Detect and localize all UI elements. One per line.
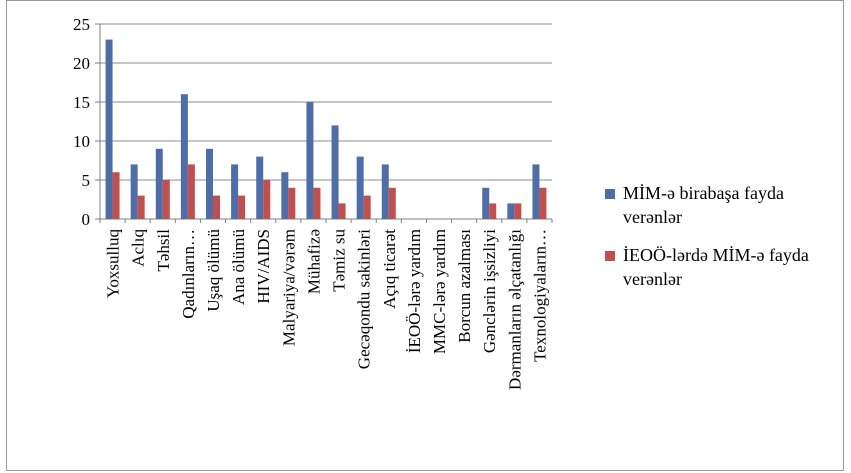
bar-series-2 [112,172,120,219]
bar-series-1 [105,39,113,219]
x-tick-label: Borcun azalması [455,229,474,343]
y-tick-label: 0 [82,210,91,229]
chart-frame: 0 5 10 15 20 25 Yoxsulluq Aclıq Təhsil Qadınların… [6,0,844,471]
bar-series-1 [256,156,264,219]
x-tick-label: HIV/AIDS [254,229,273,304]
bar-series-2 [213,195,220,219]
bar-series-1 [482,187,490,219]
x-tick-label: Dərmanların əlçatanlığı [505,229,524,390]
legend-item-series-2: İEOÖ-lərdə MİM-ə fayda verənlər [605,243,845,291]
bar-series-1 [155,148,163,219]
bar-series-2 [238,195,246,219]
legend-label-series-2: İEOÖ-lərdə MİM-ə fayda verənlər [623,245,809,289]
bar-series-2 [489,203,497,219]
legend-label-series-1: MİM-ə birabaşa fayda verənlər [623,183,784,227]
x-tick-label: Açıq ticarət [380,229,399,309]
x-tick-label: Gənclərin işsizliyi [480,229,499,353]
bar-series-1 [130,164,138,219]
x-tick-label: Təhsil [154,229,173,272]
bar-series-2 [338,203,346,219]
x-tick-label: Malyariya/vərəm [279,229,298,346]
legend-swatch-series-1 [605,189,615,199]
chart-legend: MİM-ə birabaşa fayda verənlər İEOÖ-lərdə… [605,181,845,305]
y-tick-label: 5 [82,171,91,190]
bar-series-1 [281,172,289,219]
bar-series-2 [514,203,522,219]
legend-swatch-series-2 [605,251,615,261]
x-tick-label: Texnologiyaların… [530,229,549,362]
bar-series-2 [288,187,296,219]
bar-series-1 [507,203,515,219]
x-tick-label: Təmiz su [330,229,349,292]
bar-series-2 [162,180,170,219]
bar-series-2 [187,164,195,219]
x-tick-label: İEOÖ-lərə yardım [405,229,424,353]
x-tick-label: Aclıq [129,229,148,267]
x-tick-label: Mühafizə [304,229,323,294]
y-tick-label: 25 [73,15,90,34]
bar-series-1 [306,102,314,219]
bar-series-2 [388,187,396,219]
x-tick-label: Gecəqondu sakinləri [355,229,374,369]
x-tick-label: Uşaq ölümü [204,229,223,312]
x-tick-label: MMC-lərə yardım [430,229,449,354]
legend-item-series-1: MİM-ə birabaşa fayda verənlər [605,181,845,229]
x-tick-label: Yoxsulluq [104,229,123,299]
bar-series-2 [539,187,547,219]
x-tick-label: Qadınların… [179,229,198,319]
x-tick-label: Ana ölümü [229,229,248,306]
bar-series-1 [180,94,188,219]
y-tick-label: 15 [73,93,90,112]
bar-series-1 [206,148,213,219]
bar-series-1 [331,125,339,219]
bar-series-1 [532,164,540,219]
bar-series-1 [356,156,364,219]
bar-series-1 [381,164,389,219]
bar-series-1 [231,164,239,219]
bar-series-2 [263,180,271,219]
bar-series-2 [313,187,321,219]
bar-series-2 [137,195,145,219]
y-tick-label: 10 [73,132,90,151]
chart-plot: 0 5 10 15 20 25 Yoxsulluq Aclıq Təhsil Qadınların… [73,15,553,390]
bar-series-2 [363,195,371,219]
y-tick-label: 20 [73,54,90,73]
